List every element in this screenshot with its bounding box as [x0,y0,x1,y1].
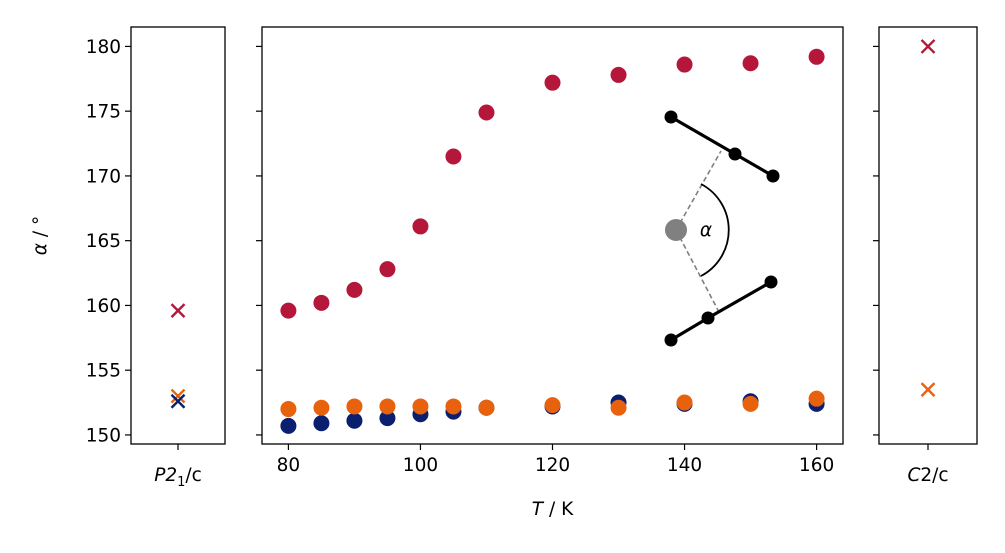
main-point-series-1 [379,398,396,415]
y-tick-label: 170 [86,166,121,187]
main-point-series-1 [412,398,429,415]
right-point-0 [920,39,936,54]
x-axis-label-unit: / K [543,499,574,520]
inset-dashed-lower [675,229,721,315]
x-axis-label-right-rest: 2/c [920,465,948,486]
main-point-series-1 [280,401,297,418]
y-tick-label: 180 [86,37,121,58]
right-point-1 [920,382,936,397]
main-point-series-1 [313,399,330,416]
main-point-series-2 [412,218,429,235]
main-point-series-2 [808,48,825,65]
inset-dashed-upper [675,150,722,231]
main-point-series-2 [676,56,693,73]
y-axis-label-symbol: α [30,243,51,255]
x-axis-label-right: C2/c [907,465,948,486]
main-point-series-2 [280,302,297,319]
inset-atom-2 [766,169,780,183]
angle-inset: α [664,110,780,347]
x-tick-label: 100 [403,455,438,476]
x-axis-label-left-main: P2 [154,465,177,486]
panel-frame-right [878,26,978,445]
inset-angle-label: α [700,220,712,241]
inset-atom-0 [664,110,678,124]
x-tick-label: 120 [535,455,570,476]
main-point-series-0 [346,412,363,429]
main-point-series-2 [742,55,759,72]
y-axis-label-unit: / ° [30,216,51,243]
x-axis-label-main: T / K [532,499,574,520]
y-tick-label: 175 [86,102,121,123]
main-point-series-1 [742,395,759,412]
panel-frame-left [130,26,226,445]
left-point-0 [170,303,186,318]
left-point-1-stroke-b [170,388,186,404]
x-axis-label-right-main: C [907,465,920,486]
left-point-2 [170,393,186,409]
main-point-series-1 [478,399,495,416]
axis-labels: α / ° T / K P21/c C2/c [30,216,949,520]
main-point-series-2 [346,281,363,298]
left-point-0-stroke-b [170,303,186,318]
x-tick-label: 140 [667,455,702,476]
y-axis-label: α / ° [30,216,51,255]
main-point-series-0 [379,410,396,427]
x-tick-label: 80 [277,455,301,476]
main-point-series-2 [610,66,627,83]
main-point-series-0 [280,417,297,434]
main-point-series-2 [445,148,462,165]
main-point-series-2 [313,294,330,311]
main-point-series-1 [544,397,561,414]
main-point-series-2 [544,74,561,91]
x-axis-label-left-sub: 1 [177,475,185,490]
right-point-0-stroke-b [920,39,936,54]
y-tick-label: 160 [86,296,121,317]
y-tick-label: 150 [86,425,121,446]
main-point-series-2 [379,261,396,278]
left-point-1 [170,388,186,404]
y-tick-label: 165 [86,231,121,252]
x-axis-label-var: T [532,499,545,520]
inset-atom-5 [764,275,778,289]
x-axis-label-left-rest: /c [185,465,201,486]
main-point-series-1 [676,394,693,411]
right-point-1-stroke-b [920,382,936,397]
inset-center-atom [665,219,687,241]
main-point-series-1 [346,398,363,415]
data-marks [170,39,936,434]
inset-atom-1 [728,147,742,161]
inset-bond-lower [670,280,772,342]
x-axis-label-left: P21/c [154,465,202,490]
x-tick-label: 160 [799,455,834,476]
left-point-2-stroke-b [170,393,186,409]
inset-bond-upper [670,115,774,178]
main-point-series-1 [445,398,462,415]
y-tick-label: 155 [86,361,121,382]
axis-ticks: 150 155 160 165 170 175 180 80 100 120 140 160 [86,37,929,476]
main-point-series-1 [610,399,627,416]
inset-atom-4 [701,311,715,325]
main-point-series-2 [478,104,495,121]
main-point-series-0 [313,415,330,432]
inset-angle-arc [700,183,730,277]
main-point-series-1 [808,390,825,407]
inset-atom-3 [664,333,678,347]
